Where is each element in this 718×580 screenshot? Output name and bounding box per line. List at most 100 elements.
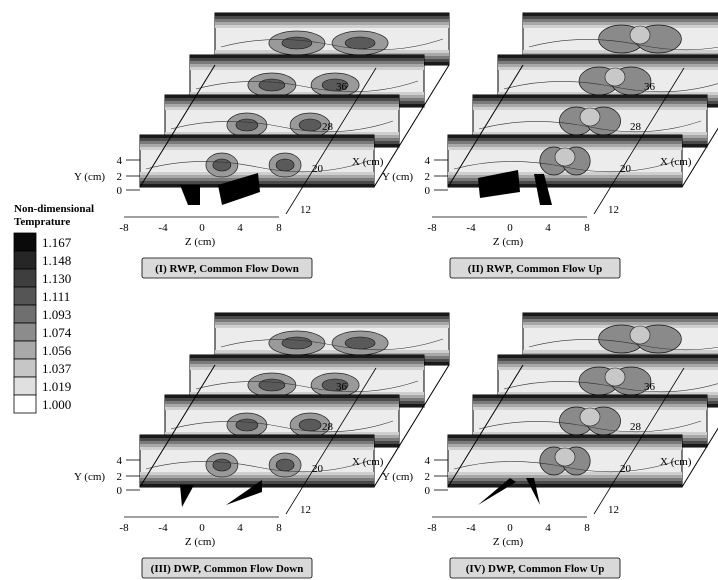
legend-swatch xyxy=(13,394,37,414)
z-tick-label: 0 xyxy=(507,222,513,234)
contour-line xyxy=(170,120,394,133)
slice xyxy=(139,434,375,488)
x-axis-line xyxy=(593,367,685,515)
x-tick-label: 36 xyxy=(644,81,656,93)
y-tick-label: 4 xyxy=(117,155,123,167)
plume-group xyxy=(226,112,331,138)
plume-core xyxy=(281,36,313,50)
z-tick-label: 4 xyxy=(545,222,551,234)
top-band xyxy=(523,316,718,319)
bottom-band xyxy=(140,478,374,481)
nozzle xyxy=(180,485,194,507)
legend-label: 1.019 xyxy=(42,379,71,394)
x-tick-label: 28 xyxy=(630,421,642,433)
bottom-band xyxy=(448,478,682,481)
top-band xyxy=(498,364,718,367)
contour-line xyxy=(220,38,444,51)
plume-core xyxy=(258,378,286,392)
top-band xyxy=(215,19,449,22)
top-band xyxy=(498,64,718,67)
top-band xyxy=(190,58,424,61)
y-axis-title: Y (cm) xyxy=(382,471,413,483)
x-tick-label: 20 xyxy=(312,163,324,175)
bottom-band xyxy=(448,481,682,484)
bottom-band xyxy=(140,475,374,478)
top-band xyxy=(140,141,374,144)
top-band xyxy=(473,395,707,398)
x-tick-label: 12 xyxy=(300,504,311,516)
panel-caption: (I) RWP, Common Flow Down xyxy=(141,257,313,279)
plume-core xyxy=(235,418,259,432)
plume-group xyxy=(598,24,682,54)
contour-line xyxy=(195,80,419,93)
top-band xyxy=(190,361,424,364)
top-band xyxy=(165,98,399,101)
caption-text: (IV) DWP, Common Flow Up xyxy=(466,563,605,575)
slice xyxy=(447,434,683,488)
contour-line xyxy=(528,339,718,351)
x-axis-line xyxy=(285,367,377,515)
slice xyxy=(447,134,683,188)
y-tick-label: 2 xyxy=(425,471,431,483)
top-band xyxy=(165,101,399,104)
x-tick-label: 12 xyxy=(608,204,619,216)
top-band xyxy=(498,355,718,358)
top-band xyxy=(140,447,374,450)
legend-swatch xyxy=(13,250,37,270)
plume-core xyxy=(579,107,601,127)
bottom-band xyxy=(165,132,399,135)
z-tick-label: 8 xyxy=(584,222,590,234)
caption-box xyxy=(141,557,313,579)
bottom-band xyxy=(190,92,424,95)
plume-core xyxy=(212,158,232,172)
top-band xyxy=(473,398,707,401)
z-tick-label: 0 xyxy=(199,522,205,534)
x-tick-label: 12 xyxy=(608,504,619,516)
top-band xyxy=(140,435,374,438)
top-band xyxy=(190,67,424,70)
z-tick-label: -4 xyxy=(466,222,476,234)
bottom-band xyxy=(448,181,682,184)
top-band xyxy=(523,313,718,316)
plume-core xyxy=(298,418,322,432)
y-tick-label: 0 xyxy=(117,185,123,197)
top-band xyxy=(215,319,449,322)
x-tick-label: 20 xyxy=(620,463,632,475)
panel-caption: (III) DWP, Common Flow Down xyxy=(141,557,313,579)
nozzle-group xyxy=(478,170,552,205)
top-band xyxy=(498,358,718,361)
top-band xyxy=(215,25,449,28)
top-band xyxy=(215,22,449,25)
z-tick-label: -4 xyxy=(466,522,476,534)
top-band xyxy=(190,364,424,367)
plume-core xyxy=(604,367,626,387)
top-band xyxy=(498,61,718,64)
plume-group xyxy=(247,372,360,398)
depth-edge xyxy=(447,364,524,488)
bottom-band xyxy=(473,432,707,435)
bottom-band xyxy=(448,175,682,178)
bottom-band xyxy=(448,484,682,487)
z-tick-label: 0 xyxy=(199,222,205,234)
x-tick-label: 12 xyxy=(300,204,311,216)
top-band xyxy=(215,325,449,328)
y-axis-title: Y (cm) xyxy=(74,471,105,483)
plume-core xyxy=(579,407,601,427)
plume-core xyxy=(258,78,286,92)
top-band xyxy=(448,141,682,144)
contour-line xyxy=(478,120,702,133)
bottom-band xyxy=(448,475,682,478)
plume-group xyxy=(205,152,302,178)
top-band xyxy=(473,98,707,101)
top-band xyxy=(165,395,399,398)
top-band xyxy=(140,444,374,447)
plume-core xyxy=(629,25,651,45)
legend-label: 1.130 xyxy=(42,271,71,286)
legend-label: 1.093 xyxy=(42,307,71,322)
plume-group xyxy=(598,324,682,354)
bottom-band xyxy=(190,392,424,395)
z-axis-title: Z (cm) xyxy=(493,236,524,248)
plume-core xyxy=(604,67,626,87)
